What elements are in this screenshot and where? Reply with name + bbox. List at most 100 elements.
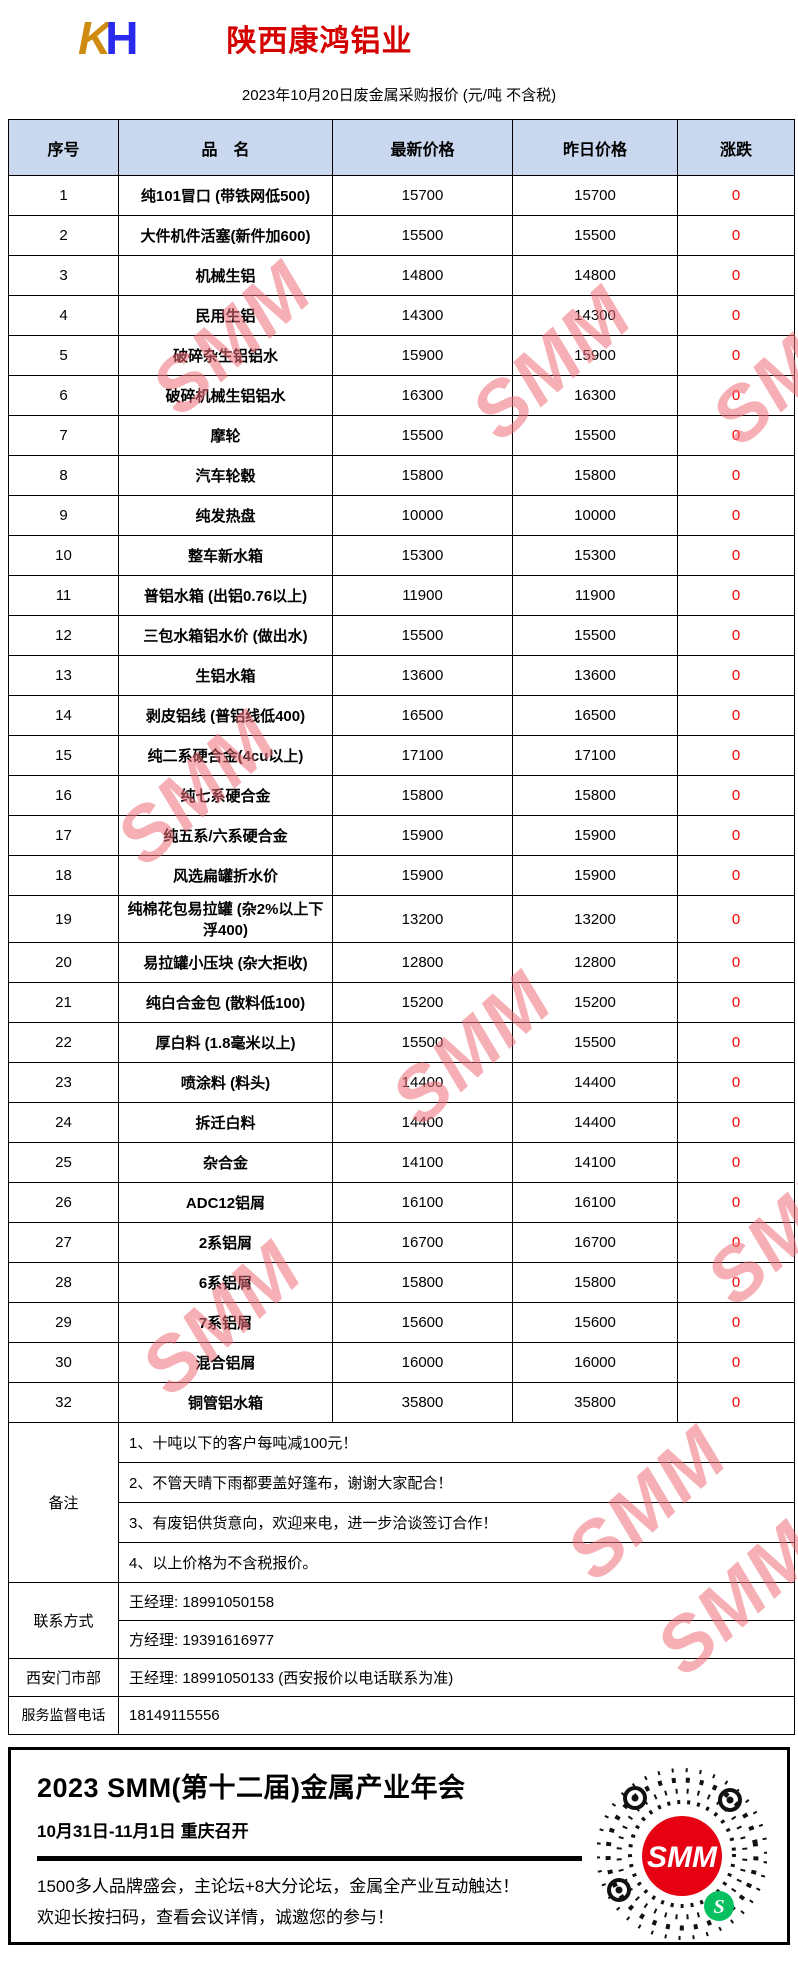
- table-row: 16 纯七系硬合金 15800 15800 0: [8, 775, 795, 816]
- change-cell: 0: [677, 215, 795, 256]
- yesterday-price-cell: 16100: [512, 1182, 678, 1223]
- yesterday-price-cell: 17100: [512, 735, 678, 776]
- yesterday-price-cell: 15500: [512, 615, 678, 656]
- table-row: 1 纯101冒口 (带铁网低500) 15700 15700 0: [8, 175, 795, 216]
- product-name-cell: 摩轮: [118, 415, 333, 456]
- change-cell: 0: [677, 982, 795, 1023]
- logo-k-glyph: K: [78, 12, 111, 64]
- contact-phone-2: 方经理: 19391616977: [118, 1619, 795, 1659]
- yesterday-price-cell: 16000: [512, 1342, 678, 1383]
- product-name-cell: 喷涂料 (料头): [118, 1062, 333, 1103]
- table-row: 21 纯白合金包 (散料低100) 15200 15200 0: [8, 982, 795, 1023]
- table-row: 15 纯二系硬合金(4cu以上) 17100 17100 0: [8, 735, 795, 776]
- product-name-cell: 厚白料 (1.8毫米以上): [118, 1022, 333, 1063]
- conference-desc-line2: 欢迎长按扫码，查看会议详情，诚邀您的参与！: [37, 1907, 394, 1927]
- serial-cell: 7: [8, 415, 119, 456]
- divider: [37, 1855, 582, 1861]
- remark-row: 2、不管天晴下雨都要盖好篷布，谢谢大家配合！: [9, 1461, 795, 1503]
- table-row: 11 普铝水箱 (出铝0.76以上) 11900 11900 0: [8, 575, 795, 616]
- product-name-cell: 拆迁白料: [118, 1102, 333, 1143]
- serial-cell: 20: [8, 942, 119, 983]
- serial-cell: 18: [8, 855, 119, 896]
- change-cell: 0: [677, 855, 795, 896]
- table-row: 8 汽车轮毂 15800 15800 0: [8, 455, 795, 496]
- col-header-serial: 序号: [8, 119, 119, 176]
- yesterday-price-cell: 14300: [512, 295, 678, 336]
- smm-logo-circle: [642, 1815, 722, 1896]
- table-row: 2 大件机件活塞(新件加600) 15500 15500 0: [8, 215, 795, 256]
- product-name-cell: 铜管铝水箱: [118, 1382, 333, 1423]
- product-name-cell: 纯101冒口 (带铁网低500): [118, 175, 333, 216]
- product-name-cell: 三包水箱铝水价 (做出水): [118, 615, 333, 656]
- serial-cell: 3: [8, 255, 119, 296]
- contact-label: 联系方式: [8, 1581, 119, 1659]
- remarks-label: 备注: [8, 1421, 119, 1583]
- yesterday-price-cell: 16300: [512, 375, 678, 416]
- product-name-cell: ADC12铝屑: [118, 1182, 333, 1223]
- conference-date: 10月31日-11月1日 重庆召开: [37, 1821, 249, 1841]
- conference-title: 2023 SMM(第十二届)金属产业年会: [37, 1772, 466, 1803]
- table-row: 29 7系铝屑 15600 15600 0: [8, 1302, 795, 1343]
- table-row: 10 整车新水箱 15300 15300 0: [8, 535, 795, 576]
- table-row: 7 摩轮 15500 15500 0: [8, 415, 795, 456]
- product-name-cell: 生铝水箱: [118, 655, 333, 696]
- change-cell: 0: [677, 735, 795, 776]
- serial-cell: 9: [8, 495, 119, 536]
- service-phone-number: 18149115556: [118, 1695, 795, 1735]
- yesterday-price-cell: 15800: [512, 775, 678, 816]
- change-cell: 0: [677, 942, 795, 983]
- table-row: 12 三包水箱铝水价 (做出水) 15500 15500 0: [8, 615, 795, 656]
- contact-phone-1: 王经理: 18991050158: [118, 1581, 795, 1621]
- latest-price-cell: 15300: [332, 535, 513, 576]
- serial-cell: 21: [8, 982, 119, 1023]
- latest-price-cell: 14100: [332, 1142, 513, 1183]
- table-row: 9 纯发热盘 10000 10000 0: [8, 495, 795, 536]
- xian-branch-row: 西安门市部 王经理: 18991050133 (西安报价以电话联系为准): [8, 1657, 795, 1697]
- latest-price-cell: 11900: [332, 575, 513, 616]
- change-cell: 0: [677, 1182, 795, 1223]
- remark-row: 备注 1、十吨以下的客户每吨减100元！: [8, 1421, 795, 1583]
- latest-price-cell: 15500: [332, 215, 513, 256]
- latest-price-cell: 15500: [332, 1022, 513, 1063]
- change-cell: 0: [677, 255, 795, 296]
- change-cell: 0: [677, 1222, 795, 1263]
- table-row: 30 混合铝屑 16000 16000 0: [8, 1342, 795, 1383]
- table-row: 14 剥皮铝线 (普铝线低400) 16500 16500 0: [8, 695, 795, 736]
- change-cell: 0: [677, 375, 795, 416]
- table-row: 3 机械生铝 14800 14800 0: [8, 255, 795, 296]
- latest-price-cell: 10000: [332, 495, 513, 536]
- serial-cell: 30: [8, 1342, 119, 1383]
- yesterday-price-cell: 15500: [512, 415, 678, 456]
- yesterday-price-cell: 14400: [512, 1062, 678, 1103]
- col-header-latest-price: 最新价格: [332, 119, 513, 176]
- latest-price-cell: 14400: [332, 1062, 513, 1103]
- latest-price-cell: 15500: [332, 615, 513, 656]
- conference-banner: 2023 SMM(第十二届)金属产业年会 10月31日-11月1日 重庆召开 1…: [8, 1746, 790, 1945]
- latest-price-cell: 15800: [332, 1262, 513, 1303]
- change-cell: 0: [677, 1102, 795, 1143]
- yesterday-price-cell: 14100: [512, 1142, 678, 1183]
- remark-note-3: 3、有废铝供货意向，欢迎来电，进一步洽谈签订合作！: [118, 1501, 795, 1543]
- product-name-cell: 纯五系/六系硬合金: [118, 815, 333, 856]
- change-cell: 0: [677, 535, 795, 576]
- serial-cell: 17: [8, 815, 119, 856]
- table-row: 27 2系铝屑 16700 16700 0: [8, 1222, 795, 1263]
- serial-cell: 28: [8, 1262, 119, 1303]
- yesterday-price-cell: 15800: [512, 1262, 678, 1303]
- latest-price-cell: 15700: [332, 175, 513, 216]
- latest-price-cell: 15900: [332, 815, 513, 856]
- latest-price-cell: 15900: [332, 855, 513, 896]
- remark-row: 3、有废铝供货意向，欢迎来电，进一步洽谈签订合作！: [9, 1501, 795, 1543]
- table-row: 26 ADC12铝屑 16100 16100 0: [8, 1182, 795, 1223]
- serial-cell: 11: [8, 575, 119, 616]
- yesterday-price-cell: 10000: [512, 495, 678, 536]
- remark-note-4: 4、以上价格为不含税报价。: [118, 1541, 795, 1583]
- latest-price-cell: 15200: [332, 982, 513, 1023]
- change-cell: 0: [677, 1062, 795, 1103]
- change-cell: 0: [677, 415, 795, 456]
- change-cell: 0: [677, 1262, 795, 1303]
- latest-price-cell: 16100: [332, 1182, 513, 1223]
- contact-row: 方经理: 19391616977: [9, 1619, 795, 1659]
- product-name-cell: 纯七系硬合金: [118, 775, 333, 816]
- latest-price-cell: 16300: [332, 375, 513, 416]
